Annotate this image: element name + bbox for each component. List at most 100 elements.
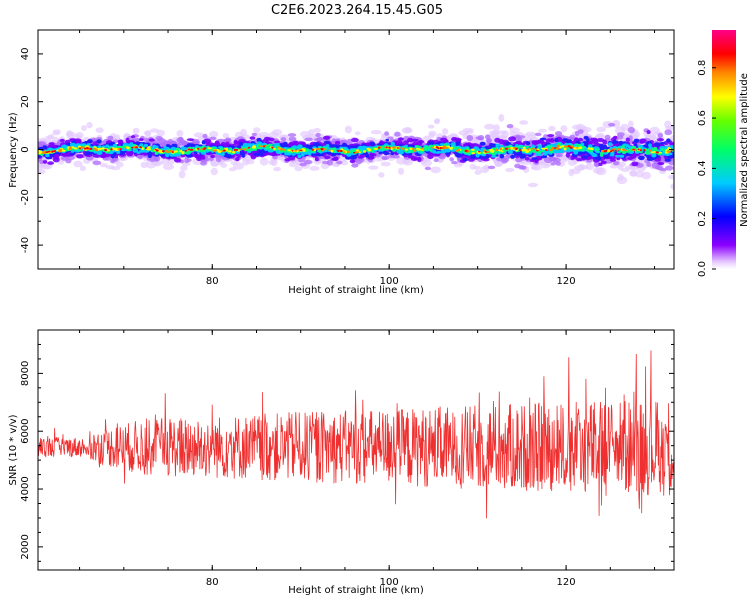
spectrogram-cell: [371, 149, 374, 153]
spectrogram-cell: [515, 134, 521, 139]
spectrogram-cell: [378, 151, 383, 155]
spectrogram-cell: [385, 138, 390, 142]
spectrogram-cell: [340, 139, 348, 144]
spectrogram-cell: [591, 148, 594, 151]
spectrogram-cell: [434, 119, 440, 125]
spectrogram-cell: [273, 166, 281, 172]
spectrogram-cell: [98, 148, 102, 150]
spectrogram-cell: [388, 146, 391, 149]
spectrogram-cell: [632, 148, 635, 151]
spectrogram-cell: [525, 141, 531, 146]
spectrogram-cell: [376, 143, 381, 146]
spectrogram-cell: [187, 148, 191, 151]
spectrogram-cell: [223, 149, 226, 152]
spectrogram-cell: [51, 150, 54, 153]
spectrogram-cell: [451, 137, 458, 142]
spectrogram-cell: [68, 147, 72, 151]
spectrogram-cell: [401, 127, 413, 134]
spectrogram-cell: [86, 143, 91, 146]
spectrogram-cell: [241, 153, 246, 158]
spectrogram-cell: [540, 155, 547, 159]
spectrogram-cell: [378, 172, 385, 178]
spectrogram-cell: [267, 146, 271, 150]
spectrogram-cell: [593, 156, 599, 160]
spectrogram-cell: [65, 131, 76, 137]
spectrogram-cell: [554, 137, 559, 143]
spectrogram-cell: [585, 137, 590, 142]
spectrogram-cell: [387, 136, 394, 140]
spectrogram-cell: [571, 140, 577, 145]
spectrogram-cell: [308, 129, 315, 137]
spectrogram-cell: [273, 147, 276, 151]
spectrogram-cell: [569, 134, 576, 139]
spectrogram-cell: [629, 169, 638, 177]
spectrogram-cell: [454, 152, 458, 155]
spectrogram-cell: [560, 125, 568, 133]
spectrogram-cell: [528, 182, 538, 188]
spectrogram-cell: [402, 158, 413, 166]
spectrogram-cell: [304, 137, 314, 142]
spectrogram-cell: [139, 138, 144, 142]
spectrogram-cell: [577, 137, 584, 142]
spectrogram-cell: [397, 167, 405, 175]
spectrogram-cell: [132, 137, 141, 143]
spectrogram-cell: [362, 150, 367, 153]
spectrogram-cell: [110, 153, 115, 159]
spectrogram-cell: [650, 151, 655, 154]
spectrogram-cell: [637, 148, 640, 151]
spectrogram-cell: [212, 149, 216, 152]
spectrogram-cell: [664, 129, 673, 136]
spectrogram-cell: [509, 149, 513, 155]
spectrogram-cell: [153, 157, 158, 162]
spectrogram-cell: [596, 138, 605, 143]
spectrogram-cell: [154, 152, 159, 155]
spectrogram-cell: [494, 148, 499, 152]
spectrogram-cell: [340, 150, 343, 153]
spectrogram-cell: [562, 138, 569, 142]
spectrogram-cell: [176, 130, 184, 137]
spectrogram-cell: [464, 149, 468, 152]
spectrogram-cell: [525, 131, 536, 137]
spectrogram-cell: [351, 163, 359, 168]
spectrogram-cell: [505, 167, 515, 173]
spectrogram-cell: [614, 150, 618, 152]
spectrogram-cell: [462, 158, 469, 162]
spectrogram-cell: [38, 152, 41, 155]
spectrogram-cell: [519, 120, 529, 125]
spectrogram-cell: [140, 161, 148, 169]
spectrogram-cell: [330, 149, 334, 153]
spectrogram-cell: [625, 137, 630, 142]
spectrogram-cell: [324, 148, 327, 151]
spectrogram-cell: [239, 148, 243, 151]
spectrogram-cell: [143, 130, 151, 136]
spectrogram-cell: [225, 141, 230, 146]
spectrogram-cell: [491, 155, 497, 158]
spectrogram-cell: [405, 148, 409, 151]
spectrogram-cell: [232, 151, 236, 154]
spectrogram-cell: [228, 150, 232, 153]
spectrogram-cell: [193, 153, 198, 157]
spectrogram-cell: [494, 160, 501, 167]
spectrogram-cell: [294, 149, 298, 152]
spectrogram-cell: [641, 171, 652, 180]
spectrogram-cell: [602, 144, 608, 149]
spectrogram-cell: [86, 146, 89, 149]
spectrogram-cell: [131, 146, 134, 149]
spectrogram-cell: [478, 151, 481, 153]
spectrogram-cell: [374, 147, 378, 151]
spectrogram-cell: [315, 153, 322, 157]
spectrogram-cell: [273, 140, 281, 144]
spectrogram-cell: [551, 147, 554, 150]
spectrogram-cell: [291, 153, 296, 156]
spectrogram-cell: [144, 143, 148, 147]
spectrogram-cell: [620, 123, 629, 132]
spectrogram-cell: [504, 142, 511, 146]
spectrogram-cell: [180, 165, 188, 171]
spectrogram-cell: [247, 146, 251, 149]
spectrogram-cell: [553, 147, 557, 149]
spectrogram-cell: [99, 163, 108, 168]
spectrogram-cell: [639, 149, 642, 152]
spectrogram-cell: [291, 150, 294, 152]
